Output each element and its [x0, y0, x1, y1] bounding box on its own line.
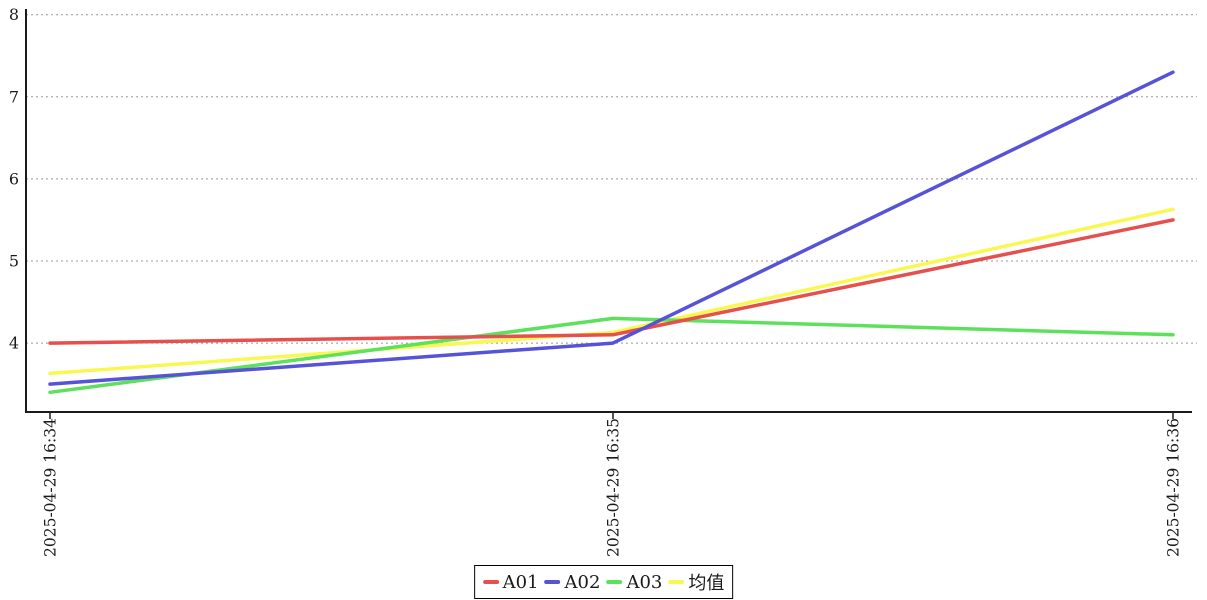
- legend-label: A03: [626, 571, 663, 593]
- legend-label: 均值: [688, 573, 725, 594]
- legend-dash-mean: [668, 580, 685, 584]
- y-axis-tick-label: 4: [9, 334, 19, 353]
- y-axis-tick-label: 8: [9, 5, 19, 24]
- series-line-a01: [48, 218, 1175, 345]
- axis-lines: [25, 9, 1192, 413]
- chart-legend: A01 A02 A03 均值: [473, 565, 734, 599]
- legend-dash-a01: [482, 580, 499, 584]
- legend-item-a02: A02: [544, 571, 601, 593]
- legend-label: A01: [502, 571, 539, 593]
- legend-label: A02: [564, 571, 601, 593]
- y-axis-tick-label: 7: [9, 87, 19, 106]
- series-line-mean: [48, 207, 1175, 376]
- legend-item-a03: A03: [606, 572, 662, 593]
- y-axis-tick-label: 6: [9, 169, 19, 188]
- series-line-a02: [48, 70, 1175, 386]
- legend-item-a01: A01: [482, 571, 539, 593]
- legend-item-mean: 均值: [668, 569, 724, 595]
- x-axis-tick-label: 2025-04-29 16:35: [605, 418, 623, 557]
- series-line-a03: [48, 316, 1175, 395]
- legend-dash-a03: [606, 580, 623, 584]
- legend-dash-a02: [544, 580, 561, 584]
- y-axis-tick-label: 5: [9, 252, 19, 271]
- x-axis-tick-label: 2025-04-29 16:36: [1165, 418, 1183, 557]
- x-axis-tick-label: 2025-04-29 16:34: [42, 418, 60, 557]
